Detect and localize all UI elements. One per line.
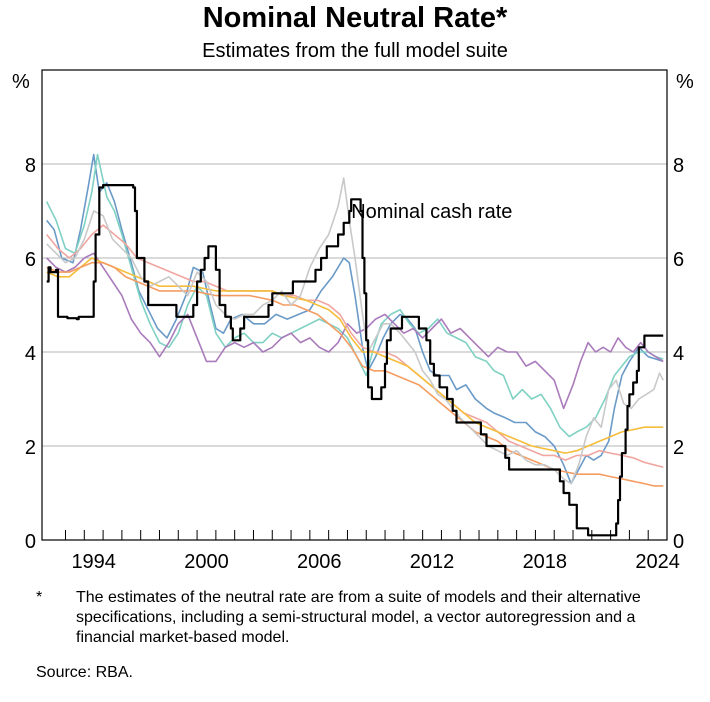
line-chart: 0 0 2 2 4 4 6 6 8 8% % 1994 2000 2006 2012 2018 2024 Nomi…: [12, 69, 694, 573]
y-tick-label-left: 2: [25, 437, 36, 459]
annotation-cash-rate: Nominal cash rate: [351, 201, 512, 223]
series-line-neutral-estimate: [46, 177, 664, 485]
series-line-neutral-estimate: [46, 252, 664, 410]
series-lines: [45, 153, 664, 537]
x-tick-label: 2024: [635, 551, 680, 573]
axis-labels: 0 0 2 2 4 4 6 6 8 8% % 1994 2000 2006 2012 2018 2024 Nomi…: [12, 71, 694, 573]
y-unit-left: %: [12, 71, 30, 93]
y-tick-label-right: 8: [673, 155, 684, 177]
y-tick-label-right: 6: [673, 249, 684, 271]
series-line-neutral-estimate: [46, 224, 664, 468]
x-tick-label: 2012: [410, 551, 455, 573]
y-tick-label-left: 4: [25, 343, 36, 365]
x-tick-label: 2018: [523, 551, 568, 573]
y-tick-label-right: 2: [673, 437, 684, 459]
chart-subtitle: Estimates from the full model suite: [202, 40, 508, 62]
y-tick-label-right: 4: [673, 343, 684, 365]
chart-title: Nominal Neutral Rate*: [202, 2, 508, 34]
footnote-mark: *: [36, 589, 43, 606]
plot-frame: [41, 69, 668, 541]
series-line-cash-rate: [46, 184, 664, 537]
series-line-neutral-estimate: [46, 257, 664, 454]
y-tick-label-left: 8: [25, 155, 36, 177]
source-note: Source: RBA.: [36, 664, 133, 681]
x-tick-label: 2006: [297, 551, 342, 573]
x-tick-label: 2000: [184, 551, 229, 573]
y-tick-label-left: 6: [25, 249, 36, 271]
x-tick-label: 1994: [71, 551, 116, 573]
footnote-text: The estimates of the neutral rate are fr…: [76, 589, 641, 646]
y-tick-label-right: 0: [673, 531, 684, 553]
y-tick-label-left: 0: [25, 531, 36, 553]
x-axis-ticks: [64, 530, 649, 540]
y-unit-right: %: [676, 71, 694, 93]
